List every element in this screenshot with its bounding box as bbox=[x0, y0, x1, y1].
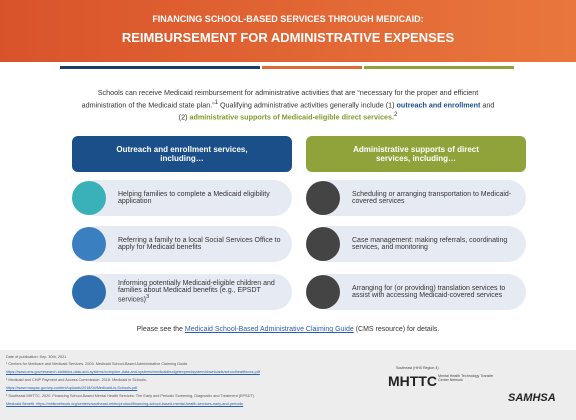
icon bbox=[72, 181, 106, 215]
icon bbox=[72, 275, 106, 309]
item-text: Informing potentially Medicaid-eligible … bbox=[118, 280, 275, 304]
item-text: Arranging for (or providing) translation… bbox=[352, 285, 506, 299]
footnote-ref: 3 bbox=[146, 294, 150, 301]
item-text: Case management: making referrals, coord… bbox=[352, 237, 508, 251]
mhttc-logo: MHTTC bbox=[388, 373, 437, 389]
see-also: Please see the Medicaid School-Based Adm… bbox=[0, 326, 576, 333]
stripe bbox=[60, 66, 260, 69]
icon bbox=[306, 181, 340, 215]
item: Scheduling or arranging transportation t… bbox=[312, 180, 526, 216]
intro-text: and (2) bbox=[178, 100, 495, 122]
intro: Schools can receive Medicaid reimburseme… bbox=[78, 88, 498, 123]
region: Southeast (HHS Region 4) bbox=[396, 366, 439, 370]
footnote: https://www.cms.gov/research-statistics-… bbox=[6, 370, 260, 374]
header-title-top: FINANCING SCHOOL-BASED SERVICES THROUGH … bbox=[152, 14, 424, 24]
footnote: ² Medicaid and CHIP Payment and Access C… bbox=[6, 378, 147, 382]
footer bbox=[0, 350, 576, 420]
stripe bbox=[364, 66, 514, 69]
item-text: Scheduling or arranging transportation t… bbox=[352, 191, 512, 205]
stripe bbox=[262, 66, 362, 69]
intro-text: Schools can receive Medicaid reimburseme… bbox=[81, 88, 479, 110]
intro-highlight: administrative supports of Medicaid-elig… bbox=[189, 112, 394, 122]
footnote: Medicaid Benefit. https://mhttcnetwork.o… bbox=[6, 402, 244, 406]
item: Case management: making referrals, coord… bbox=[312, 226, 526, 262]
item-text: Helping families to complete a Medicaid … bbox=[118, 191, 284, 205]
footnote-ref: 1 bbox=[214, 100, 218, 106]
footnote: https://www.macpac.gov/wp-content/upload… bbox=[6, 386, 138, 390]
item-text: Scheduling or arranging transportation t… bbox=[352, 191, 518, 205]
see-also-text: Please see the bbox=[136, 326, 185, 333]
icon bbox=[72, 227, 106, 261]
item-text: Informing potentially Medicaid-eligible … bbox=[118, 280, 284, 303]
header-title-main: REIMBURSEMENT FOR ADMINISTRATIVE EXPENSE… bbox=[121, 30, 455, 45]
icon bbox=[306, 275, 340, 309]
item: Helping families to complete a Medicaid … bbox=[78, 180, 292, 216]
item: Arranging for (or providing) translation… bbox=[312, 274, 526, 310]
item: Informing potentially Medicaid-eligible … bbox=[78, 274, 292, 310]
footnote: ³ Southeast MHTTC. 2020. Financing Schoo… bbox=[6, 394, 254, 398]
intro-text: Qualifying administrative activities gen… bbox=[217, 100, 397, 110]
see-also-text: (CMS resource) for details. bbox=[353, 326, 440, 333]
footnote-ref: 2 bbox=[393, 112, 398, 119]
item-text: Referring a family to a local Social Ser… bbox=[118, 237, 284, 251]
column-heading: Outreach and enrollment services, includ… bbox=[72, 136, 292, 172]
header bbox=[0, 0, 576, 62]
icon bbox=[306, 227, 340, 261]
mhttc-name: Mental Health Technology Transfer Center… bbox=[438, 374, 494, 382]
samhsa-logo: SAMHSA bbox=[508, 392, 556, 404]
item-text: Case management: making referrals, coord… bbox=[352, 237, 518, 251]
footer-date: Date of publication: Sep. 30th, 2021 bbox=[6, 355, 67, 359]
intro-highlight: outreach and enrollment bbox=[396, 100, 481, 110]
item: Referring a family to a local Social Ser… bbox=[78, 226, 292, 262]
column-heading: Administrative supports of direct servic… bbox=[306, 136, 526, 172]
item-text: Helping families to complete a Medicaid … bbox=[118, 191, 270, 205]
link[interactable]: Medicaid School-Based Administrative Cla… bbox=[184, 326, 354, 333]
item-text: Arranging for (or providing) translation… bbox=[352, 285, 518, 299]
item-text: Referring a family to a local Social Ser… bbox=[118, 237, 281, 251]
footnote: ¹ Centers for Medicare and Medicaid Serv… bbox=[6, 362, 189, 366]
